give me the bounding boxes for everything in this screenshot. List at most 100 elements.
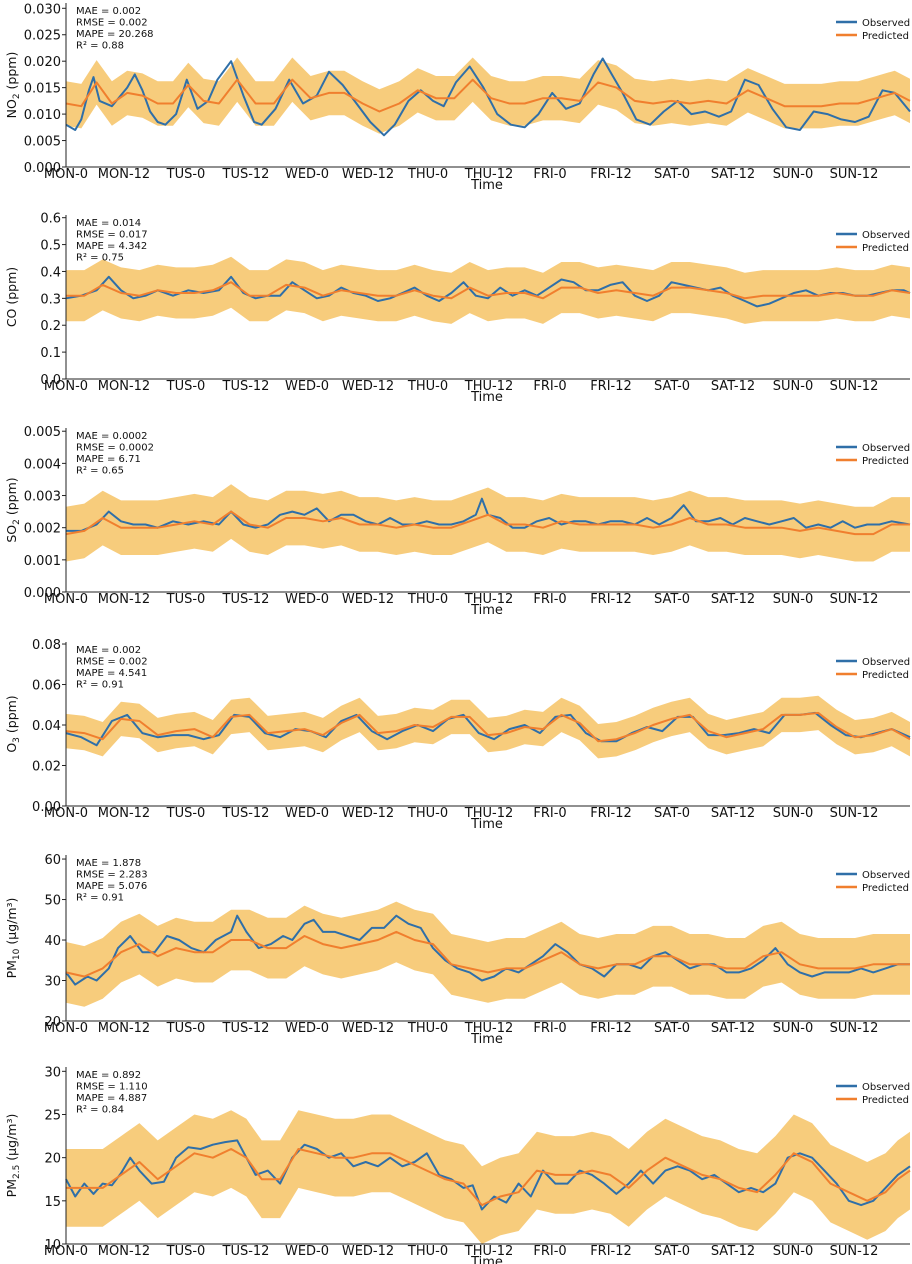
x-axis-label: Time [470,390,503,405]
x-tick-label: WED-0 [285,1021,329,1036]
x-tick-label: SUN-12 [830,592,879,607]
metric-text: MAE = 0.0002 [76,431,148,442]
observed-line [65,711,911,747]
metric-text: R² = 0.91 [76,893,124,904]
x-tick-label: SAT-12 [711,167,755,182]
x-tick-label: SAT-12 [711,806,755,821]
x-tick-label: SAT-0 [654,379,690,394]
metric-text: RMSE = 0.002 [76,657,148,668]
predicted-line [65,930,910,978]
x-tick-label: WED-12 [342,379,394,394]
y-tick-label: 60 [44,853,61,868]
metric-text: RMSE = 1.110 [76,1082,148,1093]
predicted-line [65,711,911,743]
x-tick-label: MON-12 [98,379,150,394]
x-tick-label: SUN-12 [830,1244,879,1259]
x-tick-label: FRI-12 [590,1021,632,1036]
x-tick-label: TUS-12 [222,1021,270,1036]
metric-text: MAPE = 6.71 [76,454,141,465]
y-axis-label: PM10 (μg/m³) [4,898,22,979]
y-tick-label: 0.08 [32,638,61,653]
x-tick-label: WED-0 [285,1244,329,1259]
legend-label: Observed [862,870,910,881]
y-tick-label: 0.04 [32,719,61,734]
x-tick-label: MON-0 [44,379,88,394]
x-tick-label: TUS-12 [222,592,270,607]
x-tick-label: FRI-0 [533,1244,566,1259]
x-tick-label: SAT-0 [654,1021,690,1036]
x-tick-label: SAT-0 [654,806,690,821]
y-tick-label: 0.4 [40,265,61,280]
x-tick-label: SUN-0 [773,592,813,607]
y-tick-label: 0.025 [24,29,61,44]
x-tick-label: MON-12 [98,167,150,182]
x-tick-label: THU-0 [407,1021,448,1036]
metric-text: MAE = 0.892 [76,1070,141,1081]
legend-label: Observed [862,230,910,241]
x-tick-label: SAT-12 [711,1244,755,1259]
x-tick-label: FRI-0 [533,167,566,182]
x-tick-label: SUN-0 [773,379,813,394]
x-tick-label: MON-12 [98,806,150,821]
metric-text: R² = 0.65 [76,466,124,477]
panel-4: 20 30 40 50 60 MON-0 MON-12 TUS-0 TUS-12 WED-0 WED… [4,853,910,1047]
metric-text: MAPE = 4.541 [76,668,147,679]
y-tick-label: 0.010 [24,108,61,123]
prediction-band [66,901,910,1007]
legend-label: Predicted [862,1095,909,1106]
y-tick-label: 30 [44,975,61,990]
y-tick-label: 30 [44,1065,61,1080]
y-tick-label: 15 [44,1195,61,1210]
y-tick-label: 0.020 [24,55,61,70]
x-tick-label: FRI-12 [590,592,632,607]
x-tick-label: MON-0 [44,806,88,821]
y-tick-label: 0.000 [24,161,61,176]
x-tick-label: THU-12 [464,806,513,821]
legend-label: Observed [862,18,910,29]
x-tick-label: SAT-0 [654,167,690,182]
prediction-band [66,695,910,759]
metric-text: MAPE = 5.076 [76,881,147,892]
x-tick-label: FRI-12 [590,379,632,394]
metric-text: R² = 0.75 [76,253,124,264]
x-tick-label: THU-0 [407,379,448,394]
metric-text: MAE = 0.002 [76,6,141,17]
x-tick-label: TUS-12 [222,806,270,821]
x-tick-label: MON-0 [44,1021,88,1036]
metric-text: R² = 0.88 [76,41,124,52]
x-tick-label: TUS-0 [166,592,206,607]
metric-text: RMSE = 0.017 [76,230,148,241]
y-tick-label: 0.003 [24,490,61,505]
x-tick-label: SAT-0 [654,592,690,607]
x-tick-label: SAT-0 [654,1244,690,1259]
x-tick-label: FRI-0 [533,806,566,821]
legend-label: Predicted [862,883,909,894]
y-tick-label: 20 [44,1015,61,1030]
x-tick-label: SUN-0 [773,1244,813,1259]
x-tick-label: SAT-12 [711,1021,755,1036]
x-tick-label: THU-12 [464,1021,513,1036]
predicted-line [66,281,911,300]
observed-line [65,1139,911,1211]
panel-0: 0.000 0.005 0.010 0.015 0.020 0.025 0.030 MON-0… [4,2,911,193]
y-tick-label: 20 [44,1152,61,1167]
x-tick-label: MON-0 [44,167,88,182]
y-tick-label: 50 [44,894,61,909]
x-tick-label: TUS-0 [166,1244,206,1259]
x-tick-label: THU-0 [407,592,448,607]
y-axis-label: CO (ppm) [4,267,19,327]
metric-text: MAPE = 20.268 [76,29,154,40]
y-tick-label: 0.005 [24,135,61,150]
x-tick-label: TUS-12 [222,379,270,394]
metric-text: RMSE = 0.002 [76,18,148,29]
x-tick-label: WED-0 [285,806,329,821]
panel-3: 0.00 0.02 0.04 0.06 0.08 MON-0 MON-12 TUS-0 TUS-… [4,638,911,832]
metric-text: RMSE = 2.283 [76,870,148,881]
x-axis-label: Time [470,603,503,618]
metric-text: MAPE = 4.887 [76,1093,147,1104]
y-tick-label: 0.015 [24,82,61,97]
x-tick-label: SAT-12 [711,592,755,607]
x-axis-label: Time [470,817,503,832]
x-tick-label: MON-0 [44,1244,88,1259]
x-tick-label: TUS-0 [166,379,206,394]
